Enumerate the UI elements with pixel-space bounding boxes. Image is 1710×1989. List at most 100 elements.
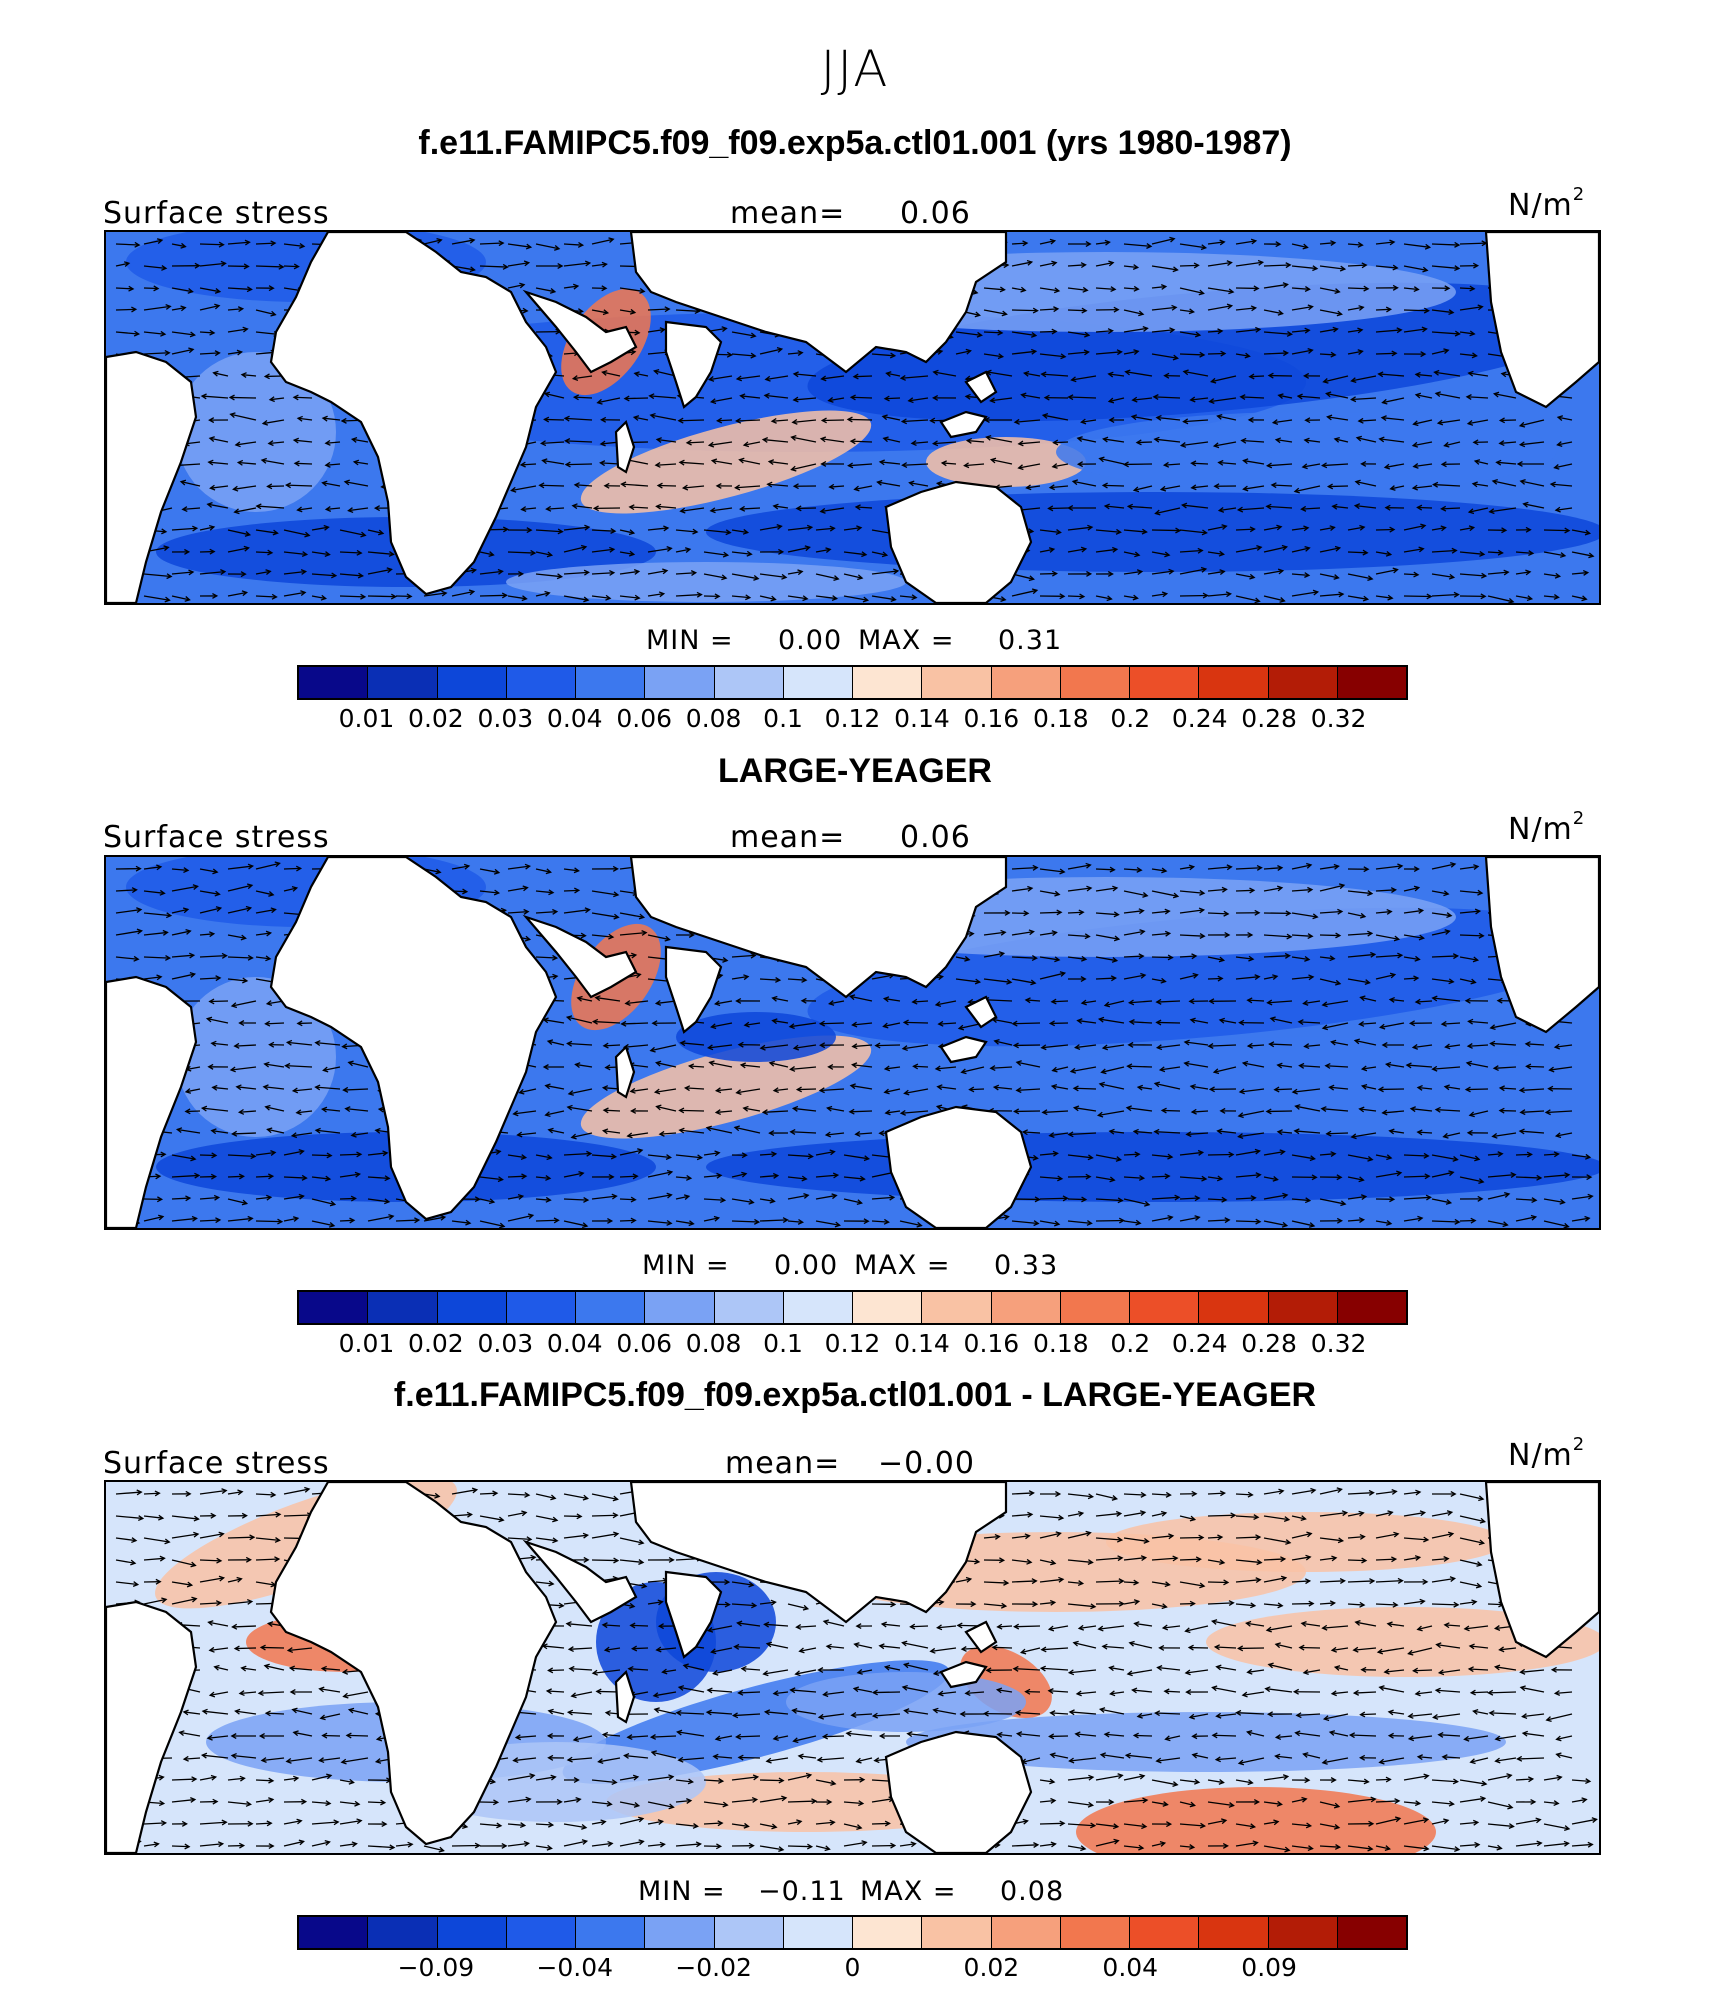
colorbar-tick-label: 0.02: [408, 1329, 464, 1358]
colorbar-swatch: [853, 667, 923, 698]
panel-3-map: [104, 1480, 1601, 1855]
colorbar-swatch: [437, 667, 507, 698]
colorbar-swatch: [922, 1917, 992, 1948]
colorbar-swatch: [922, 667, 992, 698]
colorbar-tick-label: 0.1: [763, 704, 803, 733]
colorbar-swatch: [783, 667, 853, 698]
colorbar-swatch: [437, 1917, 507, 1948]
colorbar-swatch: [991, 1292, 1061, 1323]
panel-2-max-value: 0.33: [994, 1250, 1059, 1281]
panel-3-min-label: MIN =: [638, 1876, 726, 1907]
panel-2-units: N/m2: [1508, 808, 1586, 847]
panel-1-max-value: 0.31: [998, 625, 1063, 656]
colorbar-tick-label: −0.04: [536, 1953, 614, 1982]
panel-3-units: N/m2: [1508, 1434, 1586, 1473]
colorbar-swatch: [1337, 1292, 1406, 1323]
colorbar-swatch: [437, 1292, 507, 1323]
colorbar-tick-label: 0.16: [963, 704, 1020, 733]
colorbar-swatch: [299, 667, 369, 698]
panel-3-max-value: 0.08: [1000, 1876, 1065, 1907]
colorbar-swatch: [853, 1917, 923, 1948]
panel-1-colorbar: [297, 665, 1408, 700]
colorbar-swatch: [991, 1917, 1061, 1948]
colorbar-swatch: [853, 1292, 923, 1323]
colorbar-swatch: [1130, 1292, 1200, 1323]
colorbar-swatch: [1199, 1292, 1269, 1323]
panel-2-map-svg: [106, 857, 1599, 1228]
colorbar-swatch: [368, 667, 438, 698]
colorbar-tick-label: 0.04: [1102, 1953, 1159, 1982]
colorbar-swatch: [1337, 667, 1406, 698]
colorbar-swatch: [506, 1292, 576, 1323]
colorbar-tick-label: 0.28: [1241, 704, 1297, 733]
colorbar-tick-label: 0.04: [546, 1329, 603, 1358]
panel-2-min-value: 0.00: [774, 1250, 839, 1281]
colorbar-tick-label: 0.02: [408, 704, 464, 733]
panel-3-title: f.e11.FAMIPC5.f09_f09.exp5a.ctl01.001 - …: [393, 1376, 1317, 1414]
colorbar-swatch: [1060, 667, 1130, 698]
panel-2-variable-label: Surface stress: [103, 820, 330, 855]
colorbar-swatch: [368, 1917, 438, 1948]
colorbar-tick-label: 0.32: [1310, 704, 1367, 733]
panel-1-mean-value: 0.06: [900, 196, 971, 231]
panel-2-colorbar-ticks: 0.01 0.02 0.03 0.04 0.06 0.08 0.1 0.12 0.14 0.16 0…: [297, 1329, 1408, 1359]
colorbar-swatch: [299, 1292, 369, 1323]
panel-1-min-label: MIN =: [646, 625, 734, 656]
panel-1-variable-label: Surface stress: [103, 196, 330, 231]
colorbar-tick-label: 0.12: [824, 1329, 881, 1358]
colorbar-swatch: [783, 1292, 853, 1323]
colorbar-tick-label: −0.02: [675, 1953, 752, 1982]
panel-1-mean-label: mean=: [730, 196, 846, 231]
colorbar-swatch: [645, 667, 715, 698]
colorbar-tick-label: 0.2: [1110, 1329, 1151, 1358]
colorbar-tick-label: 0.24: [1171, 1329, 1228, 1358]
colorbar-tick-label: 0.2: [1110, 704, 1151, 733]
colorbar-swatch: [1199, 667, 1269, 698]
panel-3-map-svg: [106, 1482, 1599, 1853]
panel-2-colorbar: [297, 1290, 1408, 1325]
panel-1-max-label: MAX =: [858, 625, 955, 656]
colorbar-tick-label: 0.18: [1032, 1329, 1089, 1358]
colorbar-tick-label: 0.03: [477, 704, 534, 733]
colorbar-tick-label: 0.28: [1241, 1329, 1297, 1358]
panel-1-map: [104, 230, 1601, 605]
colorbar-tick-label: 0.24: [1171, 704, 1228, 733]
panel-3-max-label: MAX =: [860, 1876, 957, 1907]
colorbar-tick-label: 0.16: [963, 1329, 1020, 1358]
colorbar-swatch: [506, 667, 576, 698]
colorbar-tick-label: 0.08: [685, 704, 742, 733]
colorbar-swatch: [922, 1292, 992, 1323]
colorbar-swatch: [1268, 1292, 1338, 1323]
colorbar-swatch: [1268, 667, 1338, 698]
colorbar-swatch: [645, 1917, 715, 1948]
panel-2-mean-value: 0.06: [900, 820, 971, 855]
panel-3-mean-label: mean=: [725, 1446, 841, 1481]
season-title: JJA: [820, 40, 890, 98]
panel-1-title: f.e11.FAMIPC5.f09_f09.exp5a.ctl01.001 (y…: [418, 124, 1292, 162]
colorbar-tick-label: 0.04: [546, 704, 603, 733]
panel-2-mean-label: mean=: [730, 820, 846, 855]
panel-3-variable-label: Surface stress: [103, 1446, 330, 1481]
panel-3-min-value: −0.11: [758, 1876, 846, 1907]
colorbar-tick-label: 0.01: [338, 704, 395, 733]
colorbar-swatch: [714, 1917, 784, 1948]
colorbar-swatch: [1130, 1917, 1200, 1948]
panel-2-max-label: MAX =: [854, 1250, 951, 1281]
panel-1-map-svg: [106, 232, 1599, 603]
colorbar-tick-label: 0.32: [1310, 1329, 1367, 1358]
colorbar-tick-label: 0.03: [477, 1329, 534, 1358]
colorbar-tick-label: −0.09: [397, 1953, 475, 1982]
colorbar-swatch: [576, 667, 646, 698]
colorbar-swatch: [1268, 1917, 1338, 1948]
colorbar-swatch: [1337, 1917, 1406, 1948]
colorbar-swatch: [714, 1292, 784, 1323]
panel-1-min-value: 0.00: [778, 625, 843, 656]
colorbar-swatch: [991, 667, 1061, 698]
colorbar-tick-label: 0.1: [763, 1329, 803, 1358]
colorbar-tick-label: 0.06: [616, 704, 673, 733]
colorbar-swatch: [1130, 667, 1200, 698]
colorbar-tick-label: 0.12: [824, 704, 881, 733]
colorbar-swatch: [576, 1917, 646, 1948]
colorbar-swatch: [1060, 1292, 1130, 1323]
colorbar-swatch: [783, 1917, 853, 1948]
